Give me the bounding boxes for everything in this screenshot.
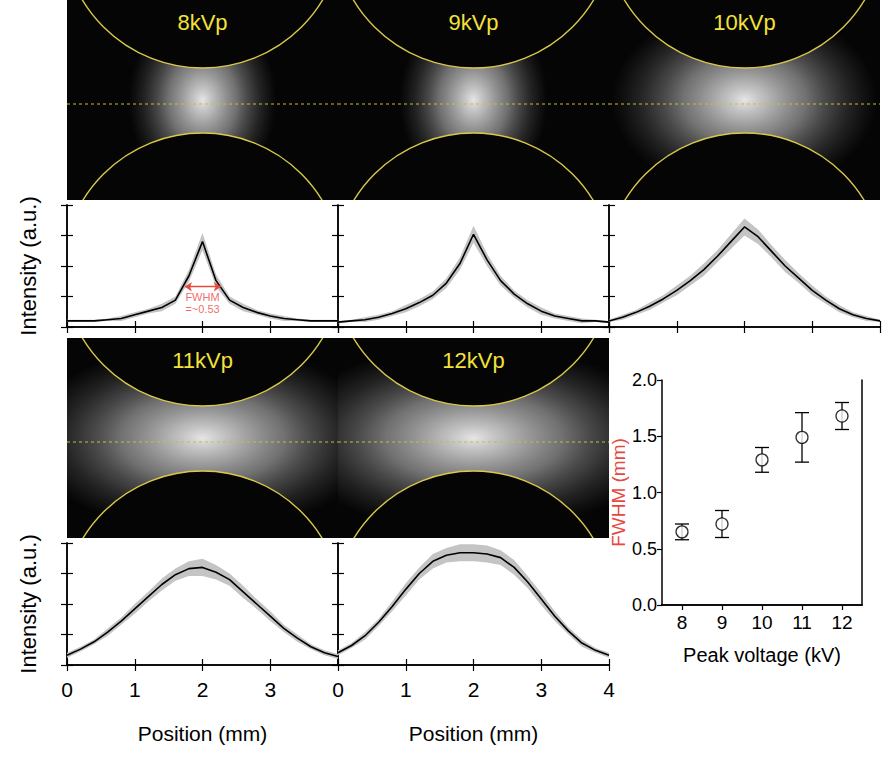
svg-text:4: 4 — [603, 678, 615, 701]
svg-text:12: 12 — [831, 612, 852, 633]
svg-text:1: 1 — [400, 678, 412, 701]
svg-text:8: 8 — [677, 612, 688, 633]
svg-text:FWHM: FWHM — [185, 291, 219, 303]
svg-text:2: 2 — [468, 678, 480, 701]
svg-text:Intensity (a.u.): Intensity (a.u.) — [16, 534, 41, 673]
svg-text:1: 1 — [129, 678, 141, 701]
svg-text:11: 11 — [792, 612, 812, 633]
svg-text:Intensity (a.u.): Intensity (a.u.) — [16, 196, 41, 335]
svg-text:0: 0 — [332, 678, 344, 701]
svg-text:11kVp: 11kVp — [172, 348, 233, 373]
svg-text:1.0: 1.0 — [632, 483, 657, 503]
svg-text:3: 3 — [264, 678, 276, 701]
svg-text:Position (mm): Position (mm) — [138, 722, 268, 745]
svg-text:Position (mm): Position (mm) — [409, 722, 539, 745]
svg-text:FWHM (mm): FWHM (mm) — [608, 438, 629, 547]
svg-text:10: 10 — [751, 612, 772, 633]
svg-text:10kVp: 10kVp — [713, 10, 775, 35]
svg-text:12kVp: 12kVp — [442, 348, 504, 373]
svg-text:Peak voltage (kV): Peak voltage (kV) — [683, 644, 841, 666]
svg-text:0.0: 0.0 — [632, 595, 657, 615]
svg-text:0: 0 — [61, 678, 73, 701]
svg-text:0.5: 0.5 — [632, 539, 657, 559]
svg-text:1.5: 1.5 — [632, 426, 657, 446]
svg-text:3: 3 — [535, 678, 547, 701]
svg-text:2.0: 2.0 — [632, 370, 657, 390]
svg-text:8kVp: 8kVp — [177, 10, 227, 35]
svg-text:2: 2 — [197, 678, 209, 701]
svg-text:9: 9 — [717, 612, 728, 633]
svg-text:=~0.53: =~0.53 — [185, 303, 219, 315]
svg-text:9kVp: 9kVp — [448, 10, 498, 35]
